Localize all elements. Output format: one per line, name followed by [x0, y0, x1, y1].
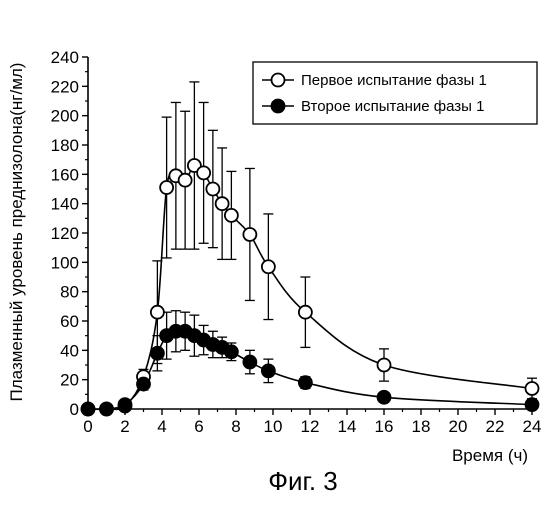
y-tick-label: 0 — [70, 400, 79, 419]
series-2-data-point — [137, 378, 150, 391]
x-tick-label: 10 — [264, 417, 283, 436]
series-2-data-point — [378, 391, 391, 404]
x-tick-label: 16 — [375, 417, 394, 436]
series-1-data-point — [225, 209, 238, 222]
y-tick-label: 40 — [60, 341, 79, 360]
y-axis-label: Плазменный уровень преднизолона(нг/мл) — [7, 63, 26, 402]
x-tick-label: 20 — [449, 417, 468, 436]
x-tick-label: 4 — [157, 417, 166, 436]
series-2-data-point — [100, 403, 113, 416]
x-tick-label: 22 — [486, 417, 505, 436]
series-2-data-point — [151, 347, 164, 360]
series-2-data-point — [526, 398, 539, 411]
series-2-data-point — [82, 403, 95, 416]
y-tick-label: 240 — [51, 48, 79, 67]
series-1-data-point — [151, 306, 164, 319]
legend-label-series-2: Второе испытание фазы 1 — [301, 98, 484, 115]
series-2-data-point — [299, 376, 312, 389]
legend-marker-filled-circle — [272, 100, 285, 113]
series-2-data-point — [225, 345, 238, 358]
series-1-data-point — [262, 260, 275, 273]
series-1-data-point — [526, 382, 539, 395]
series-2-data-point — [119, 398, 132, 411]
y-tick-label: 120 — [51, 224, 79, 243]
legend: Первое испытание фазы 1 Второе испытание… — [253, 62, 537, 124]
x-tick-label: 2 — [120, 417, 129, 436]
y-tick-label: 180 — [51, 136, 79, 155]
y-tick-label: 20 — [60, 371, 79, 390]
series-1-data-point — [243, 228, 256, 241]
series-2-curve — [88, 331, 532, 410]
x-tick-label: 12 — [301, 417, 320, 436]
series-1-data-point — [206, 183, 219, 196]
y-tick-label: 220 — [51, 77, 79, 96]
series-1-data-point — [378, 359, 391, 372]
error-bars — [139, 82, 538, 408]
y-tick-label: 140 — [51, 195, 79, 214]
series-2-data-point — [243, 356, 256, 369]
figure-caption: Фиг. 3 — [268, 466, 338, 496]
series-1-data-point — [216, 197, 229, 210]
x-tick-label: 24 — [523, 417, 542, 436]
x-tick-label: 18 — [412, 417, 431, 436]
series-1-data-point — [179, 174, 192, 187]
y-tick-label: 60 — [60, 312, 79, 331]
series-1-data-point — [299, 306, 312, 319]
data-markers — [82, 159, 539, 415]
x-tick-label: 8 — [231, 417, 240, 436]
series-1-data-point — [160, 181, 173, 194]
y-tick-label: 80 — [60, 283, 79, 302]
legend-label-series-1: Первое испытание фазы 1 — [301, 72, 487, 89]
x-axis-label: Время (ч) — [452, 446, 528, 465]
fitted-curves — [88, 165, 532, 409]
y-tick-label: 200 — [51, 107, 79, 126]
x-tick-label: 6 — [194, 417, 203, 436]
y-tick-label: 100 — [51, 253, 79, 272]
series-1-curve — [88, 165, 532, 409]
legend-marker-open-circle — [272, 74, 285, 87]
series-2-data-point — [262, 364, 275, 377]
y-tick-label: 160 — [51, 165, 79, 184]
series-1-data-point — [197, 166, 210, 179]
x-tick-label: 0 — [83, 417, 92, 436]
x-tick-label: 14 — [338, 417, 357, 436]
